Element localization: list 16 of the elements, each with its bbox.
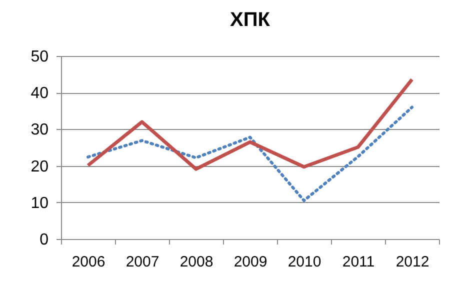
y-tick-label: 0	[40, 232, 49, 248]
x-tick-label: 2012	[396, 254, 430, 270]
x-tick-label: 2009	[234, 254, 268, 270]
y-tick-label: 10	[30, 194, 49, 212]
y-tick-label: 50	[30, 48, 49, 66]
y-tick-label: 20	[30, 158, 49, 176]
chart-title: ХПК	[230, 9, 271, 31]
line-series	[86, 78, 414, 171]
y-tick-label: 30	[30, 122, 49, 139]
x-tick-label: 2011	[342, 254, 375, 270]
x-tick-label: 2008	[180, 254, 214, 270]
x-tick-label: 2007	[126, 254, 160, 270]
x-tick-label: 2006	[72, 254, 106, 270]
line-series	[86, 106, 414, 202]
x-tick-label: 2010	[288, 254, 322, 270]
y-tick-label: 40	[30, 85, 49, 102]
